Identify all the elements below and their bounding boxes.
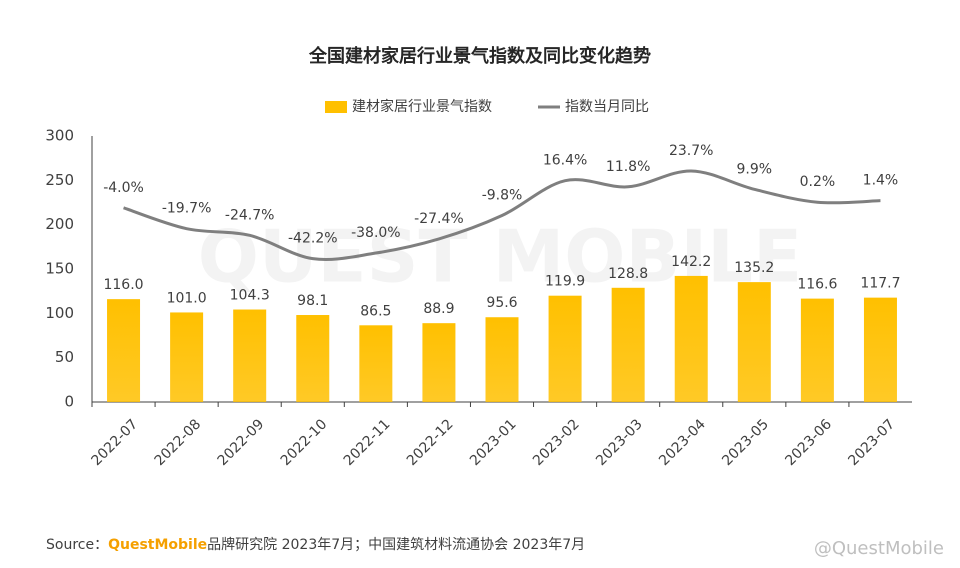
line bbox=[123, 169, 881, 261]
bar-label: 95.6 bbox=[486, 295, 517, 311]
y-tick-label: 250 bbox=[45, 171, 74, 189]
bar bbox=[422, 323, 456, 402]
bar bbox=[233, 309, 267, 402]
line-label: 1.4% bbox=[863, 173, 899, 189]
line-label: -38.0% bbox=[351, 225, 401, 241]
y-tick-label: 300 bbox=[45, 127, 74, 145]
y-tick-label: 150 bbox=[45, 260, 74, 278]
bar-label: 117.7 bbox=[860, 276, 900, 292]
bar bbox=[863, 297, 897, 402]
source: Source：QuestMobile品牌研究院 2023年7月；中国建筑材料流通… bbox=[46, 536, 585, 553]
line-label: -27.4% bbox=[414, 211, 464, 227]
bar bbox=[611, 287, 645, 402]
credit: @QuestMobile bbox=[814, 538, 944, 559]
bar bbox=[548, 295, 582, 402]
bar bbox=[170, 312, 204, 402]
bar bbox=[674, 275, 708, 402]
line-label: 0.2% bbox=[800, 174, 836, 190]
bar-label: 119.9 bbox=[545, 274, 585, 290]
chart-title: 全国建材家居行业景气指数及同比变化趋势 bbox=[308, 45, 651, 67]
source-brand: QuestMobile bbox=[108, 537, 207, 553]
line-label: 16.4% bbox=[543, 153, 587, 169]
y-tick-label: 200 bbox=[45, 215, 74, 233]
line-label: -24.7% bbox=[225, 207, 275, 223]
legend-label: 建材家居行业景气指数 bbox=[352, 98, 492, 115]
bar-label: 101.0 bbox=[167, 290, 207, 306]
y-tick-label: 0 bbox=[64, 393, 74, 411]
line-label: -19.7% bbox=[162, 201, 212, 217]
line-label: -42.2% bbox=[288, 231, 338, 247]
line-label: -4.0% bbox=[103, 180, 144, 196]
bar-label: 116.6 bbox=[797, 277, 837, 293]
bar bbox=[800, 298, 834, 402]
bar bbox=[296, 315, 330, 402]
bar bbox=[107, 299, 141, 402]
bar bbox=[737, 282, 771, 402]
bar-label: 128.8 bbox=[608, 266, 648, 282]
watermark: QUEST MOBILE bbox=[198, 215, 802, 299]
bar-label: 88.9 bbox=[423, 301, 454, 317]
bar-label: 104.3 bbox=[230, 288, 270, 304]
bar-label: 135.2 bbox=[734, 260, 774, 276]
line-label: 23.7% bbox=[669, 143, 713, 159]
line-label: 11.8% bbox=[606, 159, 650, 175]
line-label: -9.8% bbox=[482, 188, 523, 204]
bar-label: 86.5 bbox=[360, 303, 391, 319]
source-prefix: Source： bbox=[46, 537, 108, 553]
bar-label: 116.0 bbox=[103, 277, 143, 293]
bar bbox=[359, 325, 393, 402]
line-label: 9.9% bbox=[737, 161, 773, 177]
y-tick-label: 50 bbox=[55, 348, 74, 366]
y-tick-label: 100 bbox=[45, 304, 74, 322]
bar bbox=[485, 317, 519, 402]
bar-label: 142.2 bbox=[671, 254, 711, 270]
bar-label: 98.1 bbox=[297, 293, 328, 309]
legend-swatch bbox=[325, 101, 347, 113]
legend-label: 指数当月同比 bbox=[565, 99, 649, 115]
source-rest: 品牌研究院 2023年7月；中国建筑材料流通协会 2023年7月 bbox=[207, 536, 585, 553]
